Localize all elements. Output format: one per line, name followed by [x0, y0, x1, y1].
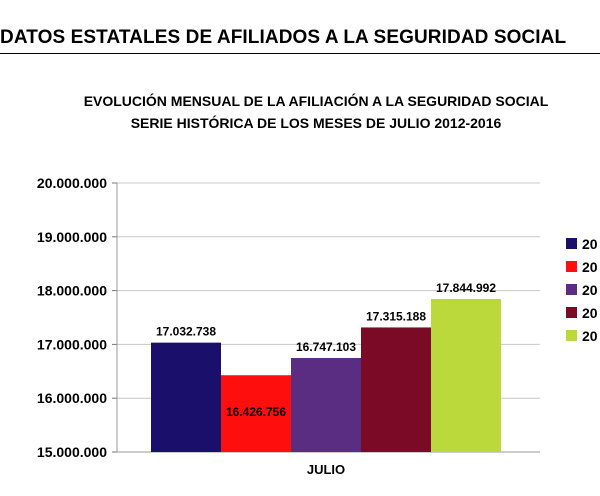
y-tick-label: 15.000.000 [37, 444, 107, 460]
y-tick-label: 19.000.000 [37, 229, 107, 245]
data-label: 16.747.103 [296, 340, 356, 354]
bars [151, 298, 501, 452]
data-label: 17.844.992 [436, 281, 496, 295]
legend-swatch [566, 330, 577, 341]
legend-swatch [566, 238, 577, 249]
data-label: 17.315.188 [366, 309, 426, 323]
legend-swatch [566, 307, 577, 318]
data-label: 17.032.738 [156, 325, 216, 339]
bar [361, 327, 431, 452]
x-category-label: JULIO [307, 462, 345, 477]
bar [291, 358, 361, 452]
page-header: DATOS ESTATALES DE AFILIADOS A LA SEGURI… [0, 25, 600, 54]
bar [151, 342, 221, 452]
data-labels: 17.032.738 16.426.756 16.747.103 17.315.188… [156, 281, 496, 419]
y-tick-label: 16.000.000 [37, 390, 107, 406]
y-tick-label: 17.000.000 [37, 336, 107, 352]
page-title: DATOS ESTATALES DE AFILIADOS A LA SEGURI… [0, 27, 567, 48]
legend-label: 20 [582, 236, 598, 252]
legend-label: 20 [582, 328, 598, 344]
y-tick-label: 20.000.000 [37, 175, 107, 191]
legend-swatch [566, 284, 577, 295]
legend: 20 20 20 20 20 [566, 236, 598, 344]
chart-title: EVOLUCIÓN MENSUAL DE LA AFILIACIÓN A LA … [83, 93, 549, 109]
chart-subtitle: SERIE HISTÓRICA DE LOS MESES DE JULIO 20… [130, 115, 502, 131]
legend-label: 20 [582, 282, 598, 298]
y-tick-label: 18.000.000 [37, 283, 107, 299]
legend-label: 20 [582, 259, 598, 275]
data-label: 16.426.756 [226, 405, 286, 419]
bar [221, 375, 291, 452]
bar [431, 298, 501, 452]
legend-label: 20 [582, 305, 598, 321]
legend-swatch [566, 261, 577, 272]
